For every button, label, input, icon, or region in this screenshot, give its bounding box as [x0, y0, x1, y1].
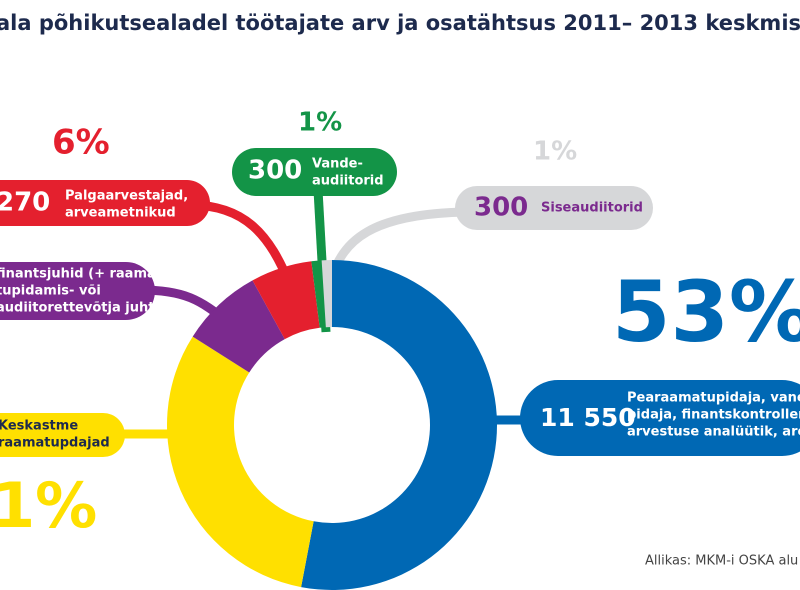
percent-label: 1% — [298, 108, 342, 138]
source: Allikas: MKM-i OSKA alu — [645, 554, 798, 569]
donut-slice — [311, 260, 326, 328]
callout-text: Vande- — [312, 157, 363, 172]
callout-text: arveametnikud — [65, 206, 176, 221]
callout-box — [455, 186, 653, 230]
callout-text: pidaja, finantskontroller, n — [627, 408, 800, 423]
callout-text: tupidamis- või — [0, 284, 101, 299]
donut-slice — [252, 261, 320, 340]
callout-count: 11 550 — [540, 403, 636, 432]
chart-title: ala põhikutsealadel töötajate arv ja osa… — [0, 11, 800, 35]
callout-text: audiitorettevõtja juht) — [0, 301, 160, 316]
percent-label: 1% — [0, 469, 97, 542]
donut-slice — [301, 260, 497, 590]
callout-text: finantsjuhid (+ raama- — [0, 267, 161, 282]
callout-text: raamatupdajad — [0, 436, 110, 451]
callout-text: Palgaarvestajad, — [65, 189, 188, 204]
percent-label: 53% — [612, 263, 800, 361]
callout-text: Keskastme — [0, 419, 78, 434]
callout-box — [232, 148, 397, 196]
donut-slice — [192, 280, 285, 373]
callout-text: Pearaamatupidaja, vanem — [627, 391, 800, 406]
percent-label: 1% — [533, 137, 577, 167]
callout-box — [0, 262, 155, 320]
donut-slice — [321, 260, 332, 328]
callout-text: arvestuse analüütik, arenc — [627, 425, 800, 440]
callout-box — [520, 380, 800, 456]
callout-count: 270 — [0, 188, 50, 218]
percent-label: 6% — [52, 123, 110, 163]
callout-text: audiitorid — [312, 174, 384, 189]
callout-text: Siseaudiitorid — [541, 201, 643, 216]
callout-count: 300 — [474, 193, 528, 223]
donut-slice — [167, 336, 314, 588]
callout-box — [0, 180, 210, 226]
callout-box — [0, 413, 125, 457]
callout-count: 300 — [248, 156, 302, 186]
